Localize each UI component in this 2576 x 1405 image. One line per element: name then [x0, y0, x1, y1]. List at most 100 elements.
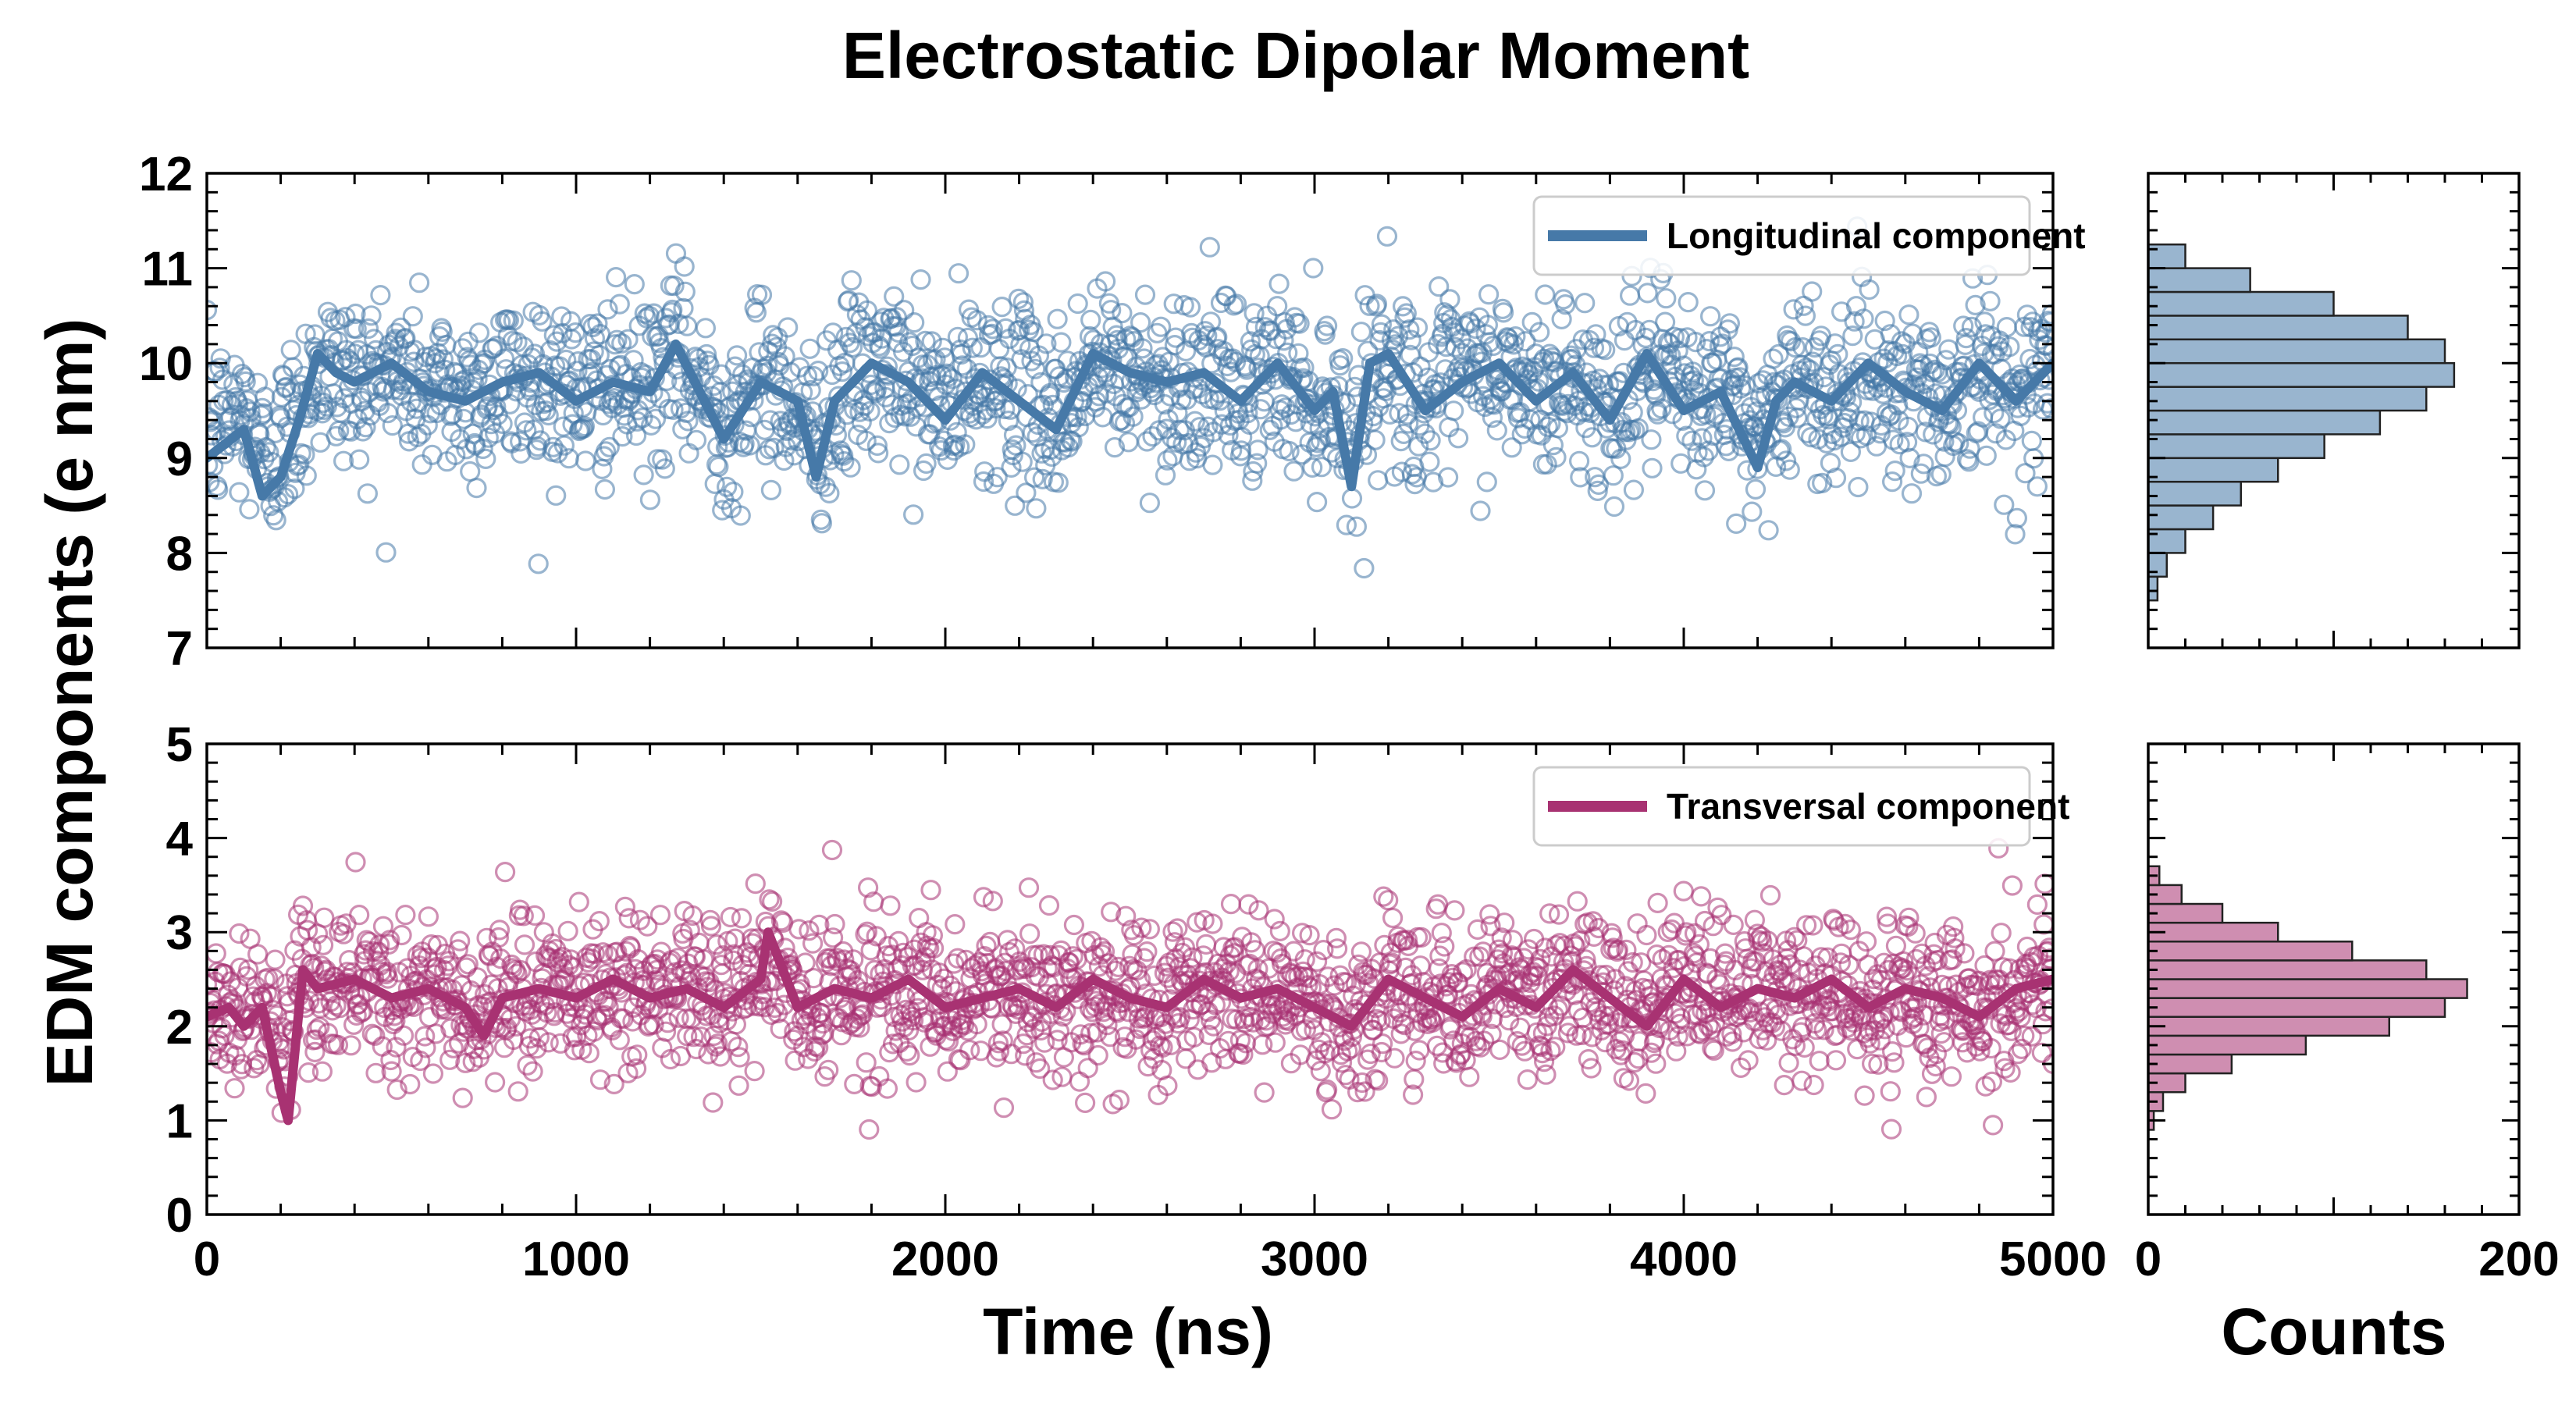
scatter-point: [2031, 1042, 2052, 1063]
scatter-point: [1784, 337, 1806, 358]
scatter-point: [1555, 294, 1576, 315]
scatter-point: [1047, 1030, 1068, 1051]
scatter-point: [1582, 911, 1603, 932]
scatter-point: [1034, 1032, 1055, 1053]
scatter-point: [1370, 1010, 1391, 1032]
plot-frame: [205, 172, 2055, 649]
scatter-point: [521, 347, 543, 368]
scatter-point: [612, 425, 633, 447]
scatter-point: [1892, 343, 1913, 365]
scatter-point: [657, 1012, 678, 1033]
scatter-point: [1104, 436, 1126, 458]
scatter-point: [1382, 907, 1404, 929]
scatter-point: [1578, 1048, 1599, 1070]
scatter-point: [589, 910, 610, 932]
scatter-point: [1018, 877, 1040, 898]
scatter-point: [235, 371, 256, 392]
scatter-point: [365, 1062, 386, 1083]
scatter-point: [2033, 914, 2053, 935]
scatter-point: [1009, 319, 1030, 340]
scatter-point: [1791, 1070, 1813, 1091]
scatter-point: [587, 313, 608, 334]
scatter-points: [207, 216, 2053, 579]
scatter-point: [407, 426, 428, 448]
legend-label: Longitudinal component: [1667, 215, 2086, 256]
scatter-point: [1289, 313, 1310, 334]
scatter-point: [1107, 1002, 1128, 1023]
scatter-point: [784, 445, 805, 466]
scatter-point: [1487, 949, 1509, 970]
scatter-point: [859, 1119, 880, 1140]
scatter-point: [1859, 1033, 1880, 1054]
scatter-point: [683, 1026, 704, 1048]
scatter-point: [1528, 371, 1550, 392]
running-mean-line: [207, 927, 2053, 1126]
scatter-point: [313, 934, 334, 955]
scatter-point: [877, 1078, 898, 1099]
scatter-point: [1898, 304, 1920, 325]
scatter-point: [1368, 470, 1389, 491]
scatter-point: [1233, 1044, 1254, 1065]
scatter-point: [422, 1063, 444, 1084]
scatter-point: [1332, 348, 1354, 369]
scatter-point: [1210, 992, 1232, 1013]
scatter-point: [1129, 1018, 1151, 1040]
scatter-point: [1480, 916, 1501, 937]
scatter-point: [1685, 332, 1706, 353]
scatter-point: [937, 1061, 958, 1082]
scatter-point: [1493, 302, 1514, 323]
scatter-point: [941, 368, 962, 389]
scatter-point: [673, 297, 694, 318]
scatter-point: [447, 939, 468, 960]
scatter-point: [1882, 1040, 1903, 1062]
scatter-point: [922, 925, 944, 946]
scatter-point: [1420, 430, 1441, 451]
scatter-point: [1870, 423, 1891, 444]
scatter-point: [1189, 417, 1210, 438]
scatter-point: [1492, 943, 1514, 964]
scatter-point: [1921, 361, 1943, 382]
scatter-point: [507, 1081, 528, 1102]
scatter-point: [1792, 337, 1813, 358]
scatter-point: [1642, 457, 1663, 478]
scatter-point: [1535, 284, 1556, 305]
histogram-bar: [2147, 504, 2215, 531]
scatter-point: [1470, 500, 1491, 521]
scatter-point: [229, 923, 250, 944]
scatter-point: [1763, 348, 1784, 369]
scatter-point: [1809, 1051, 1830, 1072]
scatter-point: [987, 467, 1008, 488]
scatter-point: [761, 333, 783, 354]
scatter-point: [1795, 305, 1816, 326]
scatter-point: [802, 933, 824, 954]
scatter-point: [712, 500, 733, 521]
scatter-point: [432, 349, 454, 370]
scatter-point: [1646, 1053, 1667, 1074]
scatter-point: [821, 839, 843, 861]
scatter-point: [1598, 1013, 1619, 1034]
scatter-point: [728, 1075, 749, 1096]
scatter-point: [532, 311, 553, 332]
scatter-point: [2014, 1025, 2035, 1047]
scatter-point: [1294, 949, 1315, 970]
scatter-point: [2019, 348, 2041, 370]
scatter-point: [289, 454, 310, 475]
scatter-point: [415, 1026, 436, 1047]
scatter-point: [207, 300, 218, 321]
scatter-point: [589, 344, 610, 365]
scatter-point: [1984, 403, 2005, 424]
scatter-point: [2039, 937, 2053, 959]
scatter-point: [1137, 941, 1158, 962]
scatter-point: [1695, 404, 1717, 425]
histogram-bar: [2147, 386, 2428, 412]
scatter-point: [1015, 1045, 1036, 1066]
scatter-point: [1155, 464, 1176, 486]
scatter-point: [1953, 315, 1974, 336]
scatter-point: [340, 1035, 361, 1056]
scatter-point: [1164, 932, 1186, 953]
scatter-point: [1402, 1084, 1424, 1105]
scatter-point: [1622, 951, 1643, 973]
scatter-point: [271, 386, 292, 407]
scatter-point: [1239, 414, 1260, 436]
